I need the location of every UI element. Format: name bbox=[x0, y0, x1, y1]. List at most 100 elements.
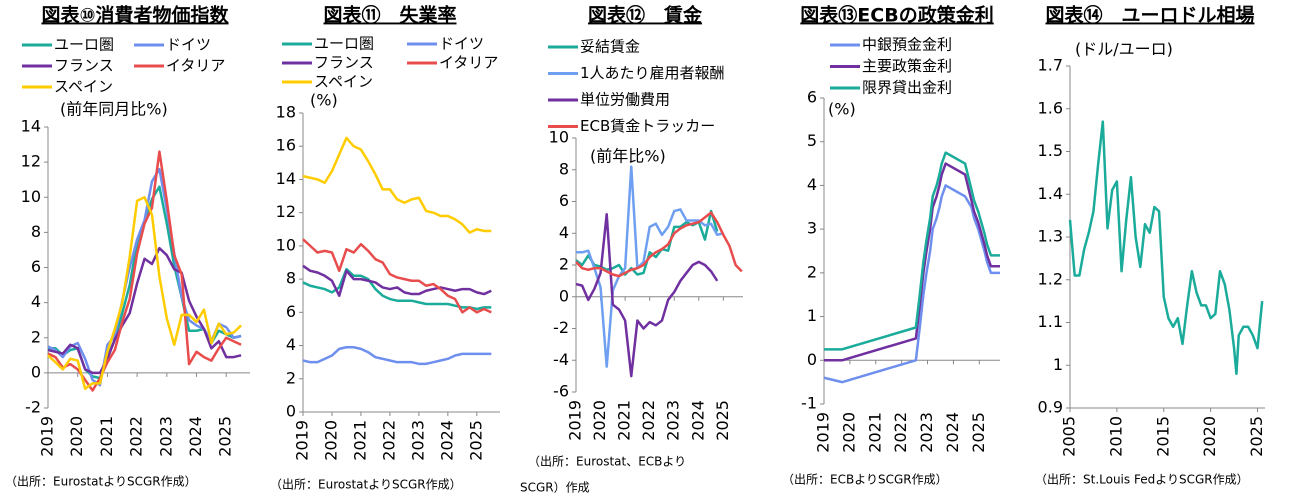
y-tick-label: 8 bbox=[559, 159, 569, 178]
y-tick-label: -2 bbox=[25, 398, 41, 417]
x-tick-label: 2025 bbox=[1247, 416, 1266, 457]
x-tick-label: 2010 bbox=[1106, 416, 1125, 457]
y-tick-label: 6 bbox=[807, 88, 817, 107]
y-tick-label: 12 bbox=[276, 202, 296, 221]
source-note: （出所：EurostatよりSCGR作成） bbox=[5, 475, 197, 489]
series-line bbox=[47, 150, 242, 392]
x-tick-label: 2019 bbox=[814, 412, 833, 453]
x-tick-label: 2023 bbox=[156, 416, 175, 457]
legend-label: ドイツ bbox=[166, 36, 211, 54]
y-tick-label: 1 bbox=[807, 306, 817, 325]
y-tick-label: -6 bbox=[553, 382, 569, 401]
x-tick-label: 2019 bbox=[293, 420, 312, 461]
chart-panel: 図表⑩消費者物価指数 (前年同月比%) （出所：EurostatよりSCGR作成） -… bbox=[5, 4, 250, 489]
chart-title: 図表⑫ 賃金 bbox=[588, 4, 703, 27]
series-line bbox=[47, 196, 242, 390]
chart-panel: 図表⑭ ユーロドル相場 (ドル/ユーロ) （出所：St.Louis FedよりSCG… bbox=[1035, 4, 1266, 487]
legend-label: スペイン bbox=[54, 78, 113, 96]
y-tick-label: 4 bbox=[559, 223, 569, 242]
series-line bbox=[575, 212, 719, 378]
x-tick-label: 2022 bbox=[639, 400, 658, 441]
x-tick-label: 2022 bbox=[891, 412, 910, 453]
legend-label: 単位労働費用 bbox=[580, 91, 670, 109]
y-tick-label: 0 bbox=[559, 286, 569, 305]
source-note: （出所：ECBよりSCGR作成） bbox=[782, 473, 948, 487]
x-tick-label: 2024 bbox=[186, 416, 205, 457]
y-tick-label: 1.6 bbox=[1038, 98, 1063, 117]
legend-label: 主要政策金利 bbox=[862, 57, 952, 75]
legend-label: ユーロ圏 bbox=[54, 36, 114, 54]
legend-label: ECB賃金トラッカー bbox=[580, 117, 715, 135]
legend-label: 1人あたり雇用者報酬 bbox=[580, 64, 725, 82]
legend-label: ドイツ bbox=[439, 35, 484, 53]
y-tick-label: 1.4 bbox=[1038, 184, 1063, 203]
x-tick-label: 2023 bbox=[664, 400, 683, 441]
x-tick-label: 2022 bbox=[127, 416, 146, 457]
x-tick-label: 2020 bbox=[839, 412, 858, 453]
x-tick-label: 2021 bbox=[97, 416, 116, 457]
series-line bbox=[1068, 120, 1264, 376]
y-tick-label: 5 bbox=[807, 131, 817, 150]
y-axis-unit: (%) bbox=[828, 100, 856, 119]
y-tick-label: 1.2 bbox=[1038, 269, 1063, 288]
chart-title: 図表⑬ECBの政策金利 bbox=[800, 4, 993, 27]
source-note: SCGR）作成 bbox=[520, 481, 590, 495]
x-tick-label: 2024 bbox=[437, 420, 456, 461]
series-line bbox=[824, 151, 1000, 351]
x-tick-label: 2021 bbox=[865, 412, 884, 453]
y-tick-label: 18 bbox=[276, 103, 296, 122]
y-axis-unit: (前年比%) bbox=[590, 147, 666, 166]
y-tick-label: -1 bbox=[801, 394, 817, 413]
y-axis-unit: (ドル/ユーロ) bbox=[1075, 40, 1173, 59]
series-line bbox=[823, 184, 1000, 384]
y-tick-label: 1 bbox=[1053, 355, 1063, 374]
y-tick-label: 1.7 bbox=[1038, 56, 1063, 75]
x-tick-label: 2019 bbox=[38, 416, 57, 457]
y-tick-label: -4 bbox=[553, 350, 569, 369]
y-tick-label: 1.1 bbox=[1038, 312, 1063, 331]
x-tick-label: 2005 bbox=[1060, 416, 1079, 457]
y-tick-label: 10 bbox=[21, 187, 41, 206]
series-line bbox=[824, 162, 1000, 362]
y-tick-label: 14 bbox=[21, 117, 41, 136]
x-tick-label: 2024 bbox=[688, 400, 707, 441]
chart-title: 図表⑭ ユーロドル相場 bbox=[1045, 4, 1254, 27]
y-tick-label: 1.3 bbox=[1038, 227, 1063, 246]
y-tick-label: 0 bbox=[807, 350, 817, 369]
x-tick-label: 2022 bbox=[379, 420, 398, 461]
y-tick-label: 16 bbox=[276, 136, 296, 155]
x-tick-label: 2024 bbox=[943, 412, 962, 453]
legend-label: フランス bbox=[54, 57, 114, 75]
x-tick-label: 2020 bbox=[590, 400, 609, 441]
y-tick-label: 8 bbox=[31, 222, 41, 241]
y-tick-label: 6 bbox=[286, 302, 296, 321]
x-tick-label: 2020 bbox=[321, 420, 340, 461]
x-tick-label: 2025 bbox=[713, 400, 732, 441]
y-tick-label: 10 bbox=[276, 235, 296, 254]
legend-label: ユーロ圏 bbox=[314, 35, 374, 53]
chart-panel: 図表⑫ 賃金 (前年比%) （出所：Eurostat、ECBより SCGR）作成 -6 -… bbox=[520, 4, 743, 495]
y-axis-unit: (前年同月比%) bbox=[60, 100, 168, 119]
chart-panel: 図表⑪ 失業率 (%) （出所：EurostatよりSCGR作成） 0 2 4 6 8 10 12… bbox=[270, 4, 500, 492]
x-tick-label: 2015 bbox=[1153, 416, 1172, 457]
y-tick-label: 8 bbox=[286, 269, 296, 288]
chart-title: 図表⑪ 失業率 bbox=[323, 4, 456, 27]
x-tick-label: 2025 bbox=[466, 420, 485, 461]
legend-label: スペイン bbox=[314, 73, 373, 91]
y-tick-label: 4 bbox=[807, 175, 817, 194]
y-axis-unit: (%) bbox=[310, 91, 338, 110]
y-tick-label: 12 bbox=[21, 152, 41, 171]
x-tick-label: 2019 bbox=[566, 400, 585, 441]
y-tick-label: 2 bbox=[807, 262, 817, 281]
x-tick-label: 2020 bbox=[1200, 416, 1219, 457]
legend-label: イタリア bbox=[166, 57, 225, 75]
y-tick-label: 0 bbox=[31, 362, 41, 381]
y-tick-label: 2 bbox=[31, 327, 41, 346]
y-tick-label: -2 bbox=[553, 318, 569, 337]
y-tick-label: 10 bbox=[549, 128, 569, 147]
series-line bbox=[575, 211, 743, 278]
x-tick-label: 2020 bbox=[67, 416, 86, 457]
y-tick-label: 14 bbox=[276, 169, 296, 188]
y-tick-label: 4 bbox=[31, 292, 41, 311]
